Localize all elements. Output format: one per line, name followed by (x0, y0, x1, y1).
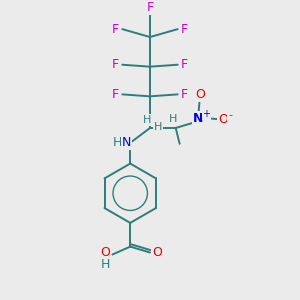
Text: O: O (100, 246, 110, 259)
Text: H: H (143, 115, 151, 125)
Text: N: N (193, 112, 204, 124)
Text: F: F (112, 22, 119, 36)
Text: O: O (152, 246, 162, 259)
Text: F: F (112, 58, 119, 71)
Text: F: F (112, 88, 119, 101)
Text: F: F (181, 22, 188, 36)
Text: +: + (202, 109, 210, 119)
Text: F: F (146, 1, 154, 14)
Text: O: O (218, 112, 228, 126)
Text: F: F (181, 58, 188, 71)
Text: -: - (228, 110, 232, 120)
Text: F: F (181, 88, 188, 101)
Text: O: O (196, 88, 206, 101)
Text: H: H (101, 258, 110, 271)
Text: H: H (113, 136, 122, 149)
Text: H: H (154, 122, 162, 132)
Text: H: H (169, 114, 177, 124)
Text: N: N (122, 136, 131, 149)
